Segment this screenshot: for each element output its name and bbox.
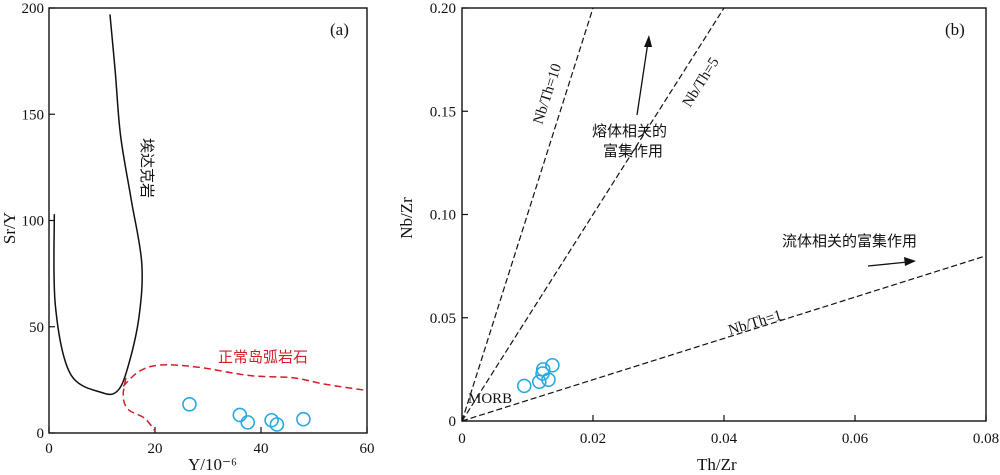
normal-arc-field-boundary-lower bbox=[122, 377, 156, 432]
panel-a-data-point bbox=[296, 411, 311, 427]
panel-b-x-tick-label: 0.06 bbox=[842, 431, 869, 447]
melt-enrichment-arrow bbox=[636, 41, 649, 116]
fluid-enrichment-arrow bbox=[867, 261, 909, 267]
panel-b-y-tick-label: 0 bbox=[449, 414, 457, 430]
panel-a-x-tick-label: 20 bbox=[148, 441, 163, 457]
panel-a-x-tick-label: 0 bbox=[45, 441, 53, 457]
panel-b-x-tick-label: 0.02 bbox=[580, 431, 606, 447]
panel-b-x-axis-title: Th/Zr bbox=[697, 455, 737, 474]
panel-b-y-tick-label: 0.20 bbox=[430, 1, 456, 17]
panel-b-data-point bbox=[545, 357, 560, 373]
panel-b-x-tick-label: 0 bbox=[458, 431, 466, 447]
melt-enrichment-line1: 熔体相关的 bbox=[592, 122, 667, 140]
panel-b: 0 0.02 0.04 0.06 0.08 0 0.05 0.10 0.15 0.20 (b) T… bbox=[397, 1, 999, 474]
normal-arc-field-label: 正常岛弧岩石 bbox=[218, 348, 308, 366]
panel-a-data-point bbox=[240, 415, 256, 430]
panel-a-x-tick-label: 60 bbox=[360, 441, 375, 457]
panel-b-ticks: 0 0.02 0.04 0.06 0.08 0 0.05 0.10 0.15 0.20 bbox=[430, 1, 999, 447]
morb-label: MORB bbox=[468, 391, 512, 407]
panel-a-points bbox=[182, 397, 311, 432]
line-label-nbth5: Nb/Th=5 bbox=[680, 55, 723, 110]
panel-a-data-point bbox=[269, 417, 285, 432]
panel-b-y-tick-label: 0.05 bbox=[430, 311, 456, 327]
adakite-field-label: 埃达克岩 bbox=[138, 138, 156, 198]
reference-line bbox=[461, 7, 594, 422]
adakite-field-boundary bbox=[53, 14, 143, 396]
normal-arc-field-boundary bbox=[122, 364, 368, 392]
panel-b-y-tick-label: 0.10 bbox=[430, 208, 456, 224]
panel-b-label: (b) bbox=[945, 20, 965, 39]
panel-a-fields bbox=[53, 14, 368, 432]
reference-line bbox=[461, 255, 987, 422]
panel-b-frame bbox=[461, 7, 987, 422]
line-label-nbth1: Nb/Th=1 bbox=[726, 307, 783, 338]
panel-b-data-point bbox=[531, 374, 547, 390]
panel-b-y-axis-title: Nb/Zr bbox=[397, 197, 416, 239]
panel-a-label: (a) bbox=[330, 20, 349, 39]
melt-enrichment-line2: 富集作用 bbox=[603, 142, 663, 160]
panel-b-data-point bbox=[535, 366, 550, 381]
fluid-enrichment-arrowhead bbox=[904, 257, 916, 266]
panel-a-data-point bbox=[232, 407, 248, 423]
panel-a-x-axis-title: Y/10⁻⁶ bbox=[188, 455, 237, 474]
reference-line bbox=[461, 7, 725, 422]
panel-b-x-tick-label: 0.04 bbox=[711, 431, 738, 447]
panel-a-y-tick-label: 0 bbox=[37, 426, 45, 442]
panel-b-reference-lines bbox=[461, 7, 987, 422]
panel-a-x-tick-label: 40 bbox=[254, 441, 269, 457]
panel-a: 0 20 40 60 0 50 100 150 200 (a) Y/10⁻⁶ Sr/Y 埃达克岩… bbox=[0, 1, 375, 474]
fluid-enrichment-label: 流体相关的富集作用 bbox=[782, 232, 917, 250]
panel-b-points bbox=[516, 357, 560, 394]
panel-a-y-tick-label: 50 bbox=[29, 320, 44, 336]
panel-a-data-point bbox=[182, 397, 197, 412]
melt-enrichment-arrowhead bbox=[644, 35, 652, 47]
panel-a-y-axis-title: Sr/Y bbox=[0, 212, 19, 244]
panel-a-ticks: 0 20 40 60 0 50 100 150 200 bbox=[22, 1, 375, 457]
panel-b-y-tick-label: 0.15 bbox=[430, 104, 456, 120]
panel-b-data-point bbox=[516, 378, 532, 394]
panel-a-y-tick-label: 200 bbox=[22, 1, 45, 17]
panel-a-y-tick-label: 150 bbox=[22, 107, 45, 123]
line-label-nbth10: Nb/Th=10 bbox=[531, 62, 566, 127]
panel-b-x-tick-label: 0.08 bbox=[973, 431, 999, 447]
panel-a-y-tick-label: 100 bbox=[22, 214, 45, 230]
